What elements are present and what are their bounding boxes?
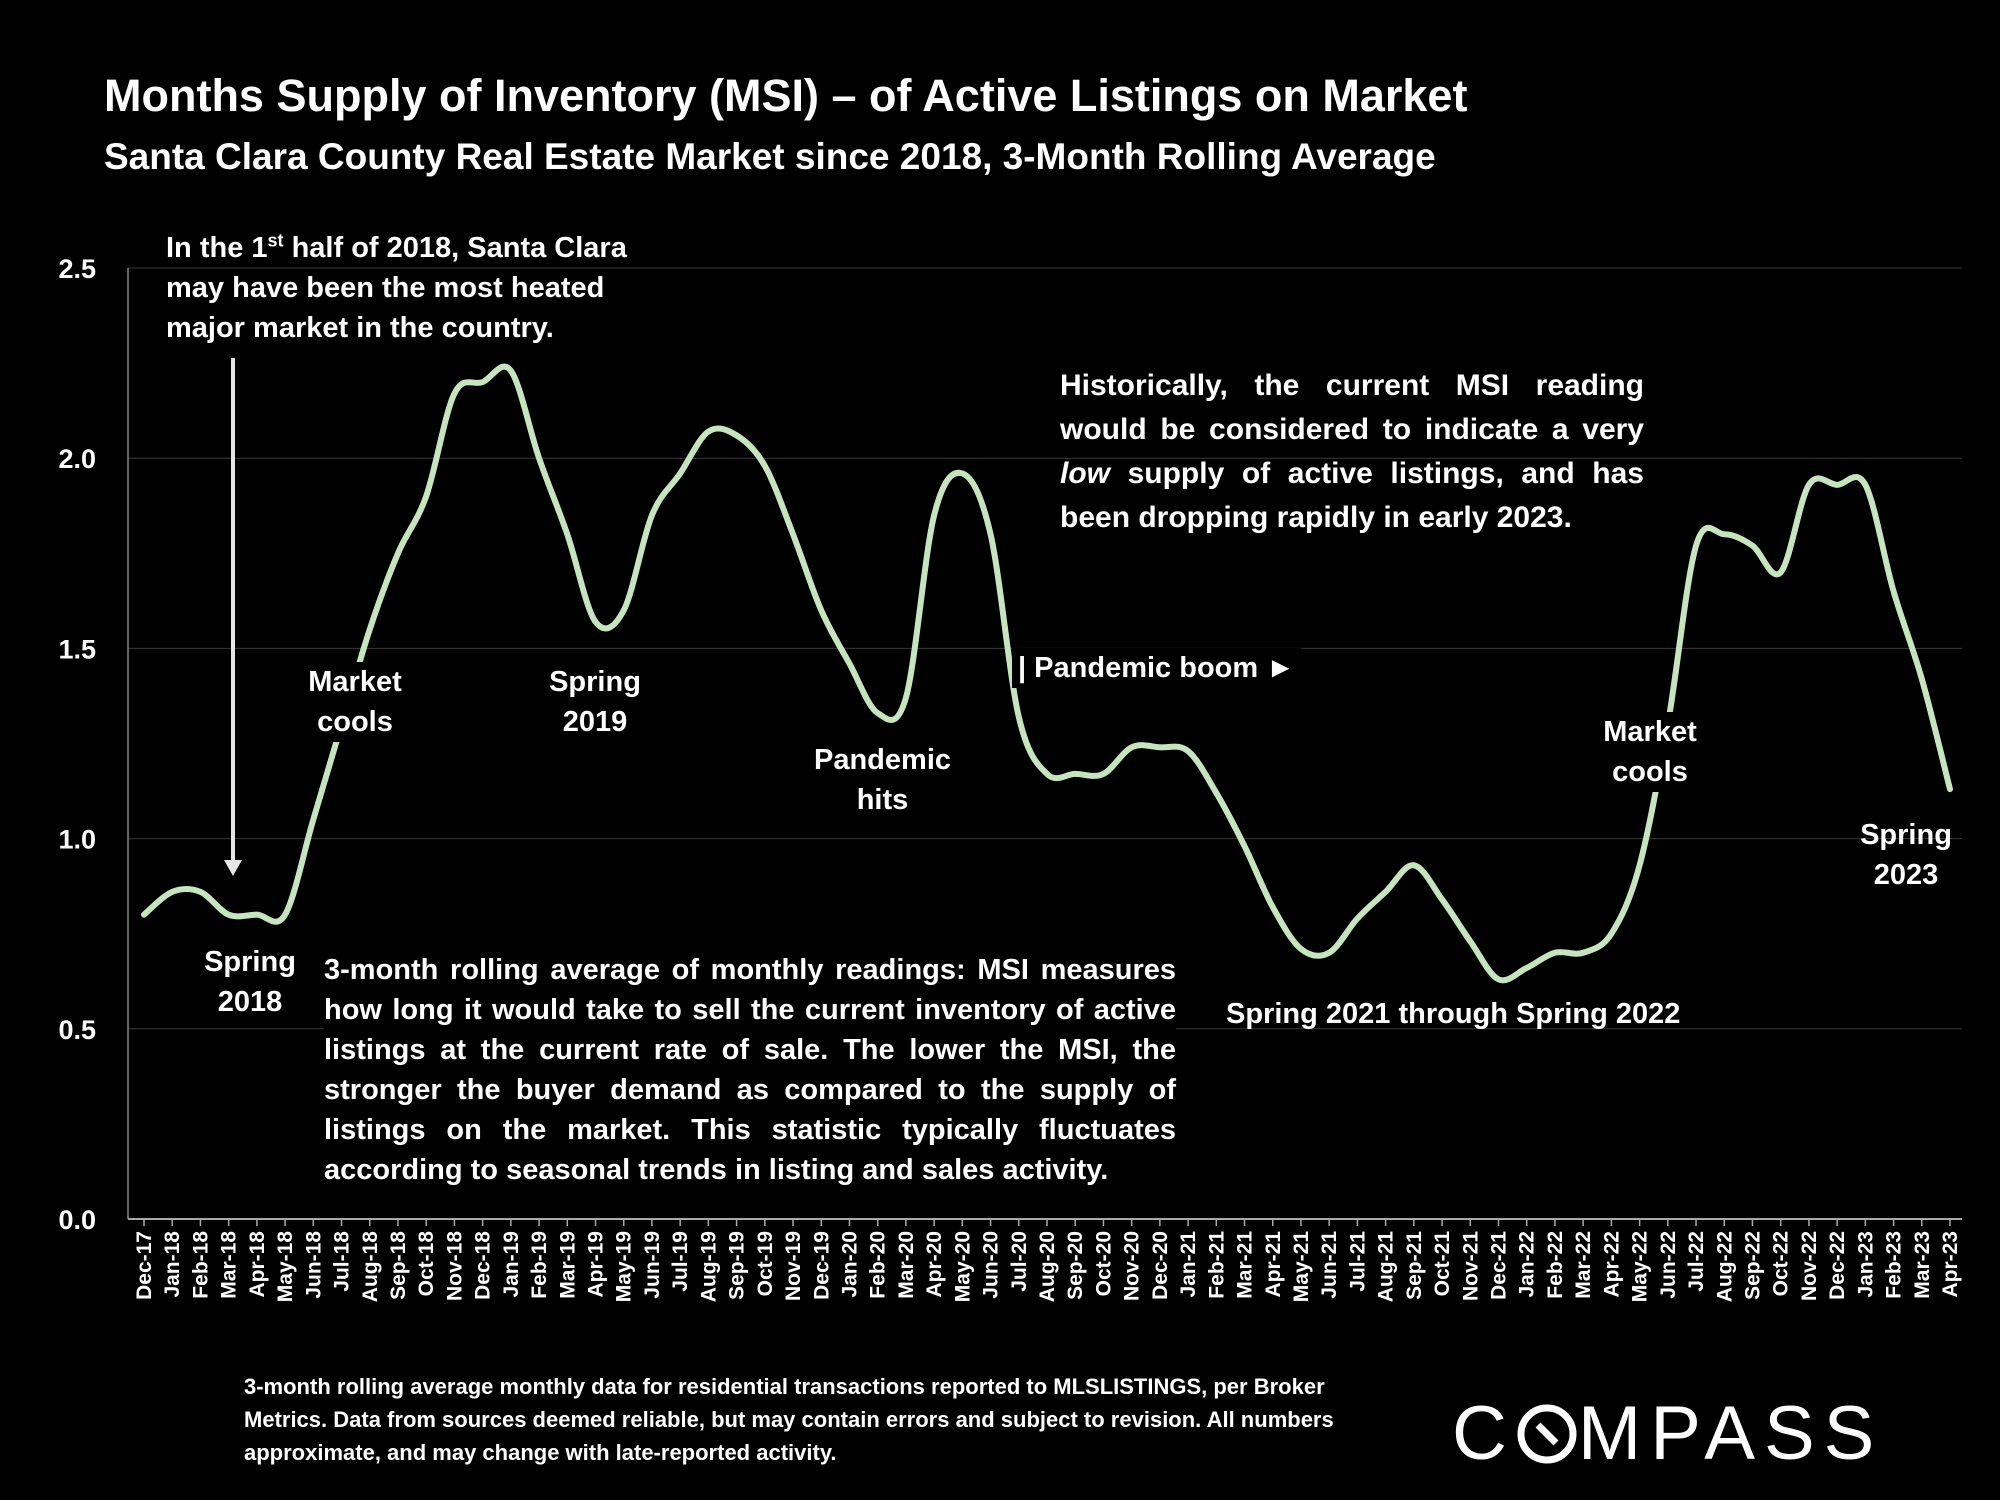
annotation-explanation: 3-month rolling average of monthly readi… [324, 950, 1176, 1190]
x-tick-label: Jan-21 [1177, 1231, 1200, 1298]
x-tick-label: Apr-18 [246, 1231, 269, 1298]
y-tick-label: 1.5 [58, 634, 96, 664]
x-tick-label: Jul-19 [669, 1231, 692, 1292]
y-tick-label: 2.5 [58, 254, 96, 284]
x-tick-label: Oct-20 [1092, 1231, 1115, 1296]
y-axis: 0.0 0.5 1.0 1.5 2.0 2.5 [58, 254, 129, 1235]
annotation-spring-2023: Spring 2023 [1860, 819, 1952, 891]
x-tick-label: Dec-17 [133, 1231, 156, 1300]
x-tick-label: Nov-22 [1798, 1231, 1821, 1301]
x-tick-label: Nov-20 [1121, 1231, 1144, 1301]
y-tick-label: 0.0 [58, 1205, 96, 1235]
x-tick-label: Feb-23 [1883, 1231, 1906, 1299]
x-tick-label: Apr-19 [585, 1231, 608, 1298]
footnote: 3-month rolling average monthly data for… [244, 1374, 1334, 1465]
annotation-spring-2021-2022: Spring 2021 through Spring 2022 [1226, 998, 1681, 1030]
x-tick-label: Jan-22 [1516, 1231, 1539, 1298]
x-tick-label: Oct-19 [754, 1231, 777, 1296]
x-tick-label: Dec-20 [1149, 1231, 1172, 1300]
x-tick-label: Apr-23 [1939, 1231, 1962, 1298]
x-tick-label: Oct-22 [1770, 1231, 1793, 1296]
annotation-spring-2019: Spring 2019 [549, 666, 641, 738]
annotation-heated-market: In the 1st half of 2018, Santa Clara may… [166, 230, 627, 344]
x-tick-label: Jun-19 [641, 1231, 664, 1299]
annotation-market-cools-2018: Market cools [290, 662, 420, 742]
x-tick-label: Jul-22 [1685, 1231, 1708, 1292]
x-tick-label: Jun-21 [1318, 1231, 1341, 1299]
x-tick-label: Aug-18 [359, 1231, 382, 1302]
x-tick-label: Jun-22 [1657, 1231, 1680, 1299]
x-tick-label: Feb-21 [1205, 1231, 1228, 1299]
x-tick-label: Mar-19 [556, 1231, 579, 1299]
y-tick-label: 0.5 [58, 1015, 96, 1045]
x-tick-label: Nov-19 [782, 1231, 805, 1301]
x-tick-label: May-22 [1629, 1231, 1652, 1302]
x-tick-label: Mar-22 [1572, 1231, 1595, 1299]
x-tick-label: Jul-21 [1346, 1231, 1369, 1292]
x-tick-label: Dec-19 [810, 1231, 833, 1300]
chart-title: Months Supply of Inventory (MSI) – of Ac… [104, 70, 1468, 121]
x-tick-label: Apr-20 [923, 1231, 946, 1298]
x-tick-label: Dec-22 [1826, 1231, 1849, 1300]
y-tick-label: 2.0 [58, 444, 96, 474]
arrow-head [224, 860, 242, 876]
x-tick-label: Sep-22 [1741, 1231, 1764, 1300]
x-tick-label: Aug-20 [1036, 1231, 1059, 1302]
x-tick-label: Jan-19 [500, 1231, 523, 1298]
x-tick-label: Aug-21 [1375, 1231, 1398, 1302]
x-tick-label: Jun-20 [980, 1231, 1003, 1299]
x-tick-label: Mar-18 [218, 1231, 241, 1299]
annotation-pandemic-hits: Pandemic hits [814, 744, 951, 816]
x-tick-label: Feb-20 [867, 1231, 890, 1299]
x-tick-label: Feb-22 [1544, 1231, 1567, 1299]
x-tick-label: Sep-20 [1064, 1231, 1087, 1300]
x-tick-label: Nov-21 [1459, 1231, 1482, 1301]
x-tick-label: May-18 [274, 1231, 297, 1303]
x-tick-label: Sep-21 [1403, 1231, 1426, 1300]
annotation-market-cools-2022: Market cools [1590, 712, 1710, 792]
x-tick-label: Jul-20 [1008, 1231, 1031, 1292]
annotation-historically: Historically, the current MSI reading wo… [1060, 369, 1644, 534]
annotation-arrow [224, 358, 242, 876]
x-tick-label: May-21 [1290, 1231, 1313, 1303]
x-tick-label: Mar-20 [895, 1231, 918, 1299]
x-tick-label: Mar-21 [1234, 1231, 1257, 1299]
x-axis: Dec-17 Jan-18 Feb-18 Mar-18 Apr-18 May-18 Jun-… [128, 1218, 1962, 1303]
x-tick-label: Sep-18 [387, 1231, 410, 1300]
x-tick-label: Jan-18 [161, 1231, 184, 1298]
x-tick-label: May-20 [951, 1231, 974, 1302]
logo-o-mark [1516, 1390, 1578, 1477]
x-tick-label: Aug-22 [1713, 1231, 1736, 1302]
chart-subtitle: Santa Clara County Real Estate Market si… [104, 136, 1436, 177]
x-tick-label: Feb-18 [189, 1231, 212, 1299]
x-tick-label: Jul-18 [331, 1231, 354, 1292]
x-tick-label: Dec-21 [1488, 1231, 1511, 1300]
x-tick-label: Oct-18 [415, 1231, 438, 1297]
x-tick-label: Jan-23 [1854, 1231, 1877, 1298]
annotation-spring-2018: Spring 2018 [204, 946, 296, 1018]
x-tick-label: May-19 [613, 1231, 636, 1302]
x-tick-label: Oct-21 [1431, 1231, 1454, 1297]
x-tick-label: Apr-22 [1600, 1231, 1623, 1298]
x-tick-label: Mar-23 [1911, 1231, 1934, 1299]
annotation-pandemic-boom: | Pandemic boom ► [1012, 648, 1301, 688]
x-tick-label: Dec-18 [472, 1231, 495, 1300]
x-tick-label: Aug-19 [697, 1231, 720, 1302]
x-tick-label: Nov-18 [443, 1231, 466, 1301]
x-tick-label: Sep-19 [726, 1231, 749, 1300]
x-tick-label: Feb-19 [528, 1231, 551, 1299]
x-tick-label: Jan-20 [838, 1231, 861, 1298]
x-tick-label: Jun-18 [302, 1231, 325, 1299]
y-tick-label: 1.0 [58, 825, 96, 855]
x-tick-label: Apr-21 [1262, 1231, 1285, 1298]
compass-logo: C MPASS [1452, 1390, 1884, 1477]
